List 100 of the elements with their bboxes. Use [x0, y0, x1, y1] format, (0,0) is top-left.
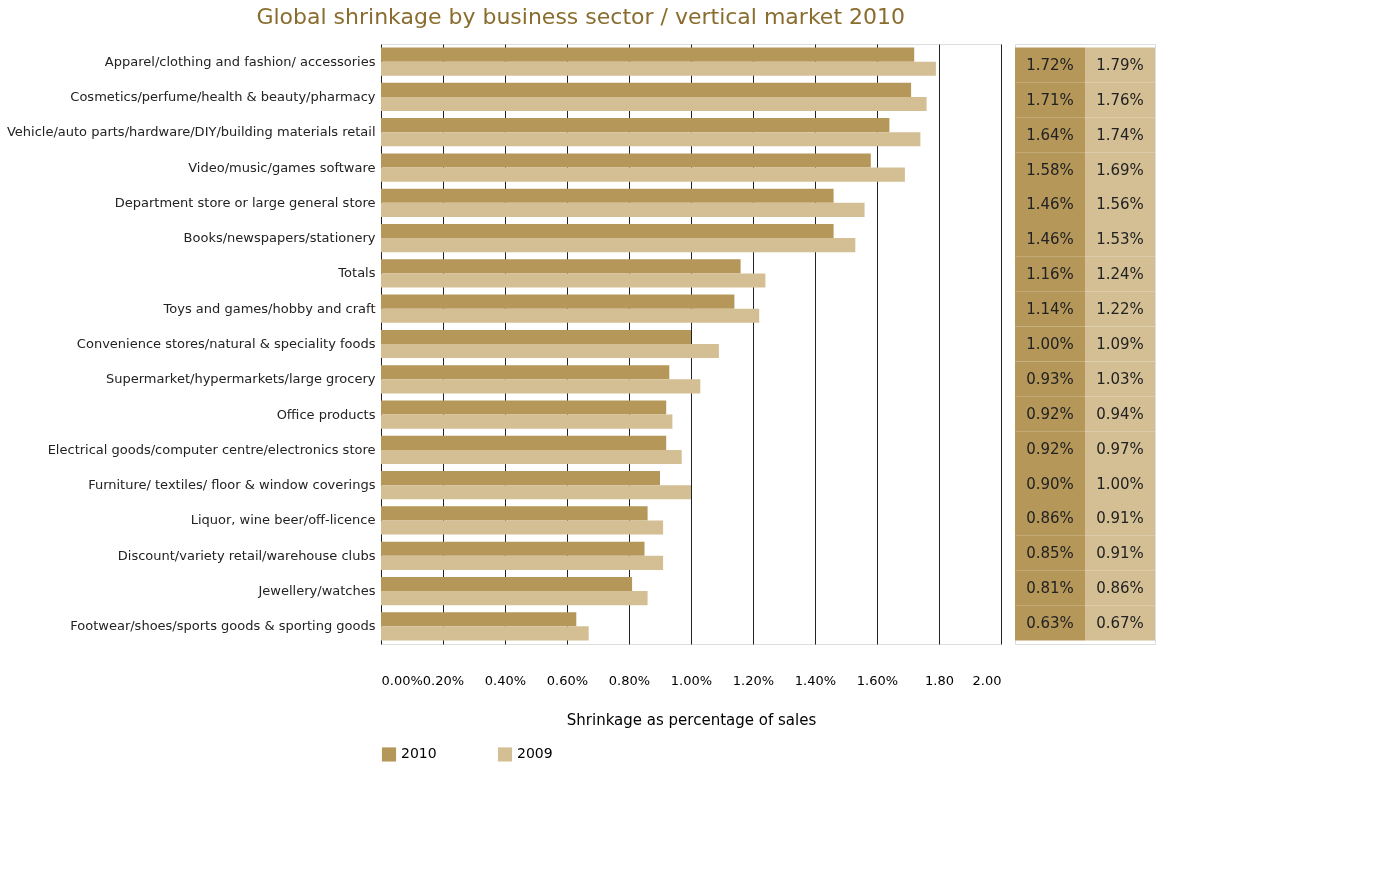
bar: [381, 485, 691, 500]
data-label: 0.91%: [1096, 544, 1144, 563]
y-tick-label: Footwear/shoes/sports goods & sporting goods: [70, 618, 376, 634]
x-tick-label: 1.40%: [794, 672, 837, 688]
bar: [381, 400, 667, 415]
data-label: 1.14%: [1026, 300, 1074, 319]
bar: [381, 273, 766, 288]
data-label: 0.63%: [1026, 614, 1074, 633]
bar: [381, 294, 735, 309]
bar: [381, 612, 577, 627]
data-label: 1.16%: [1026, 265, 1074, 284]
bar: [381, 167, 905, 182]
legend-label: 2010: [401, 745, 437, 762]
data-label: 0.92%: [1026, 404, 1074, 423]
bar: [381, 344, 719, 359]
bar: [381, 626, 589, 641]
bar: [381, 471, 660, 486]
y-tick-label: Department store or large general store: [114, 194, 376, 210]
data-label: 1.72%: [1026, 55, 1074, 74]
y-tick-label: Books/newspapers/stationery: [183, 230, 376, 246]
data-label: 1.00%: [1026, 335, 1074, 353]
x-tick-label: 0.40%: [484, 672, 527, 688]
bar: [381, 520, 664, 535]
data-label: 1.74%: [1096, 125, 1144, 144]
y-tick-label: Discount/variety retail/warehouse clubs: [117, 547, 376, 563]
y-tick-label: Supermarket/hypermarkets/large grocery: [106, 371, 376, 387]
x-tick-label: 1.80: [925, 672, 954, 688]
y-tick-label: Cosmetics/perfume/health & beauty/pharmacy: [70, 88, 376, 104]
bar: [381, 96, 927, 112]
bar: [381, 82, 912, 97]
x-tick-label: 0.20%: [422, 672, 465, 688]
data-label: 1.56%: [1096, 195, 1144, 214]
bar: [381, 118, 890, 133]
x-tick-label: 0.80%: [608, 672, 651, 688]
data-label: 0.85%: [1026, 544, 1074, 563]
data-label: 1.69%: [1096, 160, 1144, 179]
bar: [381, 435, 667, 450]
bar: [381, 188, 834, 203]
bar: [381, 379, 701, 394]
bar: [381, 541, 645, 556]
y-tick-label: Convenience stores/natural & speciality foods: [76, 336, 376, 351]
data-label: 1.79%: [1096, 55, 1144, 74]
data-label: 1.22%: [1096, 300, 1144, 319]
x-tick-label: 2.00: [972, 672, 1002, 688]
data-label: 0.97%: [1096, 439, 1144, 458]
bar: [381, 365, 670, 380]
bar: [381, 202, 865, 217]
data-label: 0.93%: [1026, 369, 1074, 388]
x-tick-label: 1.20%: [732, 672, 775, 688]
data-label: 1.24%: [1096, 265, 1144, 284]
data-label: 1.58%: [1026, 160, 1074, 179]
data-label: 1.64%: [1026, 125, 1074, 144]
bar: [381, 153, 871, 168]
bar: [381, 259, 741, 274]
bar: [381, 576, 633, 592]
legend-label: 2009: [517, 745, 553, 762]
data-label: 1.71%: [1026, 90, 1074, 109]
data-label: 0.81%: [1026, 579, 1074, 598]
data-label: 1.03%: [1096, 369, 1144, 388]
bar: [381, 238, 856, 253]
data-label: 0.86%: [1026, 509, 1074, 528]
y-tick-label: Video/music/games software: [188, 159, 376, 175]
data-label: 1.09%: [1096, 335, 1144, 353]
data-label: 0.91%: [1096, 509, 1144, 528]
data-label: 0.86%: [1096, 579, 1144, 598]
data-label: 0.92%: [1026, 439, 1074, 458]
bar: [381, 308, 760, 323]
data-label: 1.00%: [1096, 474, 1144, 493]
bar: [381, 132, 921, 147]
x-tick-label: 0.00%: [381, 672, 423, 688]
data-label: 1.46%: [1026, 195, 1074, 214]
x-axis-title: Shrinkage as percentage of sales: [566, 710, 817, 729]
data-label: 0.94%: [1096, 404, 1144, 423]
y-tick-label: Furniture/ textiles/ floor & window coverings: [88, 477, 376, 493]
y-tick-label: Office products: [276, 406, 376, 422]
y-tick-label: Electrical goods/computer centre/electronics store: [47, 441, 376, 457]
bar: [381, 449, 682, 464]
data-label: 1.53%: [1096, 230, 1144, 249]
y-tick-label: Jewellery/watches: [257, 583, 376, 599]
x-tick-label: 0.60%: [546, 672, 589, 688]
bar: [381, 224, 834, 239]
y-tick-label: Liquor, wine beer/off-licence: [190, 512, 376, 528]
chart-title: Global shrinkage by business sector / vertical market 2010: [256, 3, 905, 29]
data-label: 1.76%: [1096, 90, 1144, 109]
y-tick-label: Toys and games/hobby and craft: [162, 300, 376, 316]
bar: [381, 414, 673, 429]
x-tick-label: 1.60%: [856, 672, 899, 688]
data-label: 1.46%: [1026, 230, 1074, 249]
x-tick-label: 1.00%: [670, 672, 713, 688]
data-label: 0.90%: [1026, 474, 1074, 493]
bar: [381, 61, 936, 76]
y-tick-label: Apparel/clothing and fashion/ accessories: [104, 53, 376, 69]
y-tick-label: Vehicle/auto parts/hardware/DIY/building materials retail: [6, 124, 376, 140]
y-tick-label: Totals: [337, 265, 376, 281]
data-label: 0.67%: [1096, 614, 1144, 633]
bar: [381, 506, 648, 521]
bar: [381, 47, 915, 62]
bar: [381, 555, 664, 570]
bar: [381, 591, 648, 606]
bar: [381, 329, 691, 344]
